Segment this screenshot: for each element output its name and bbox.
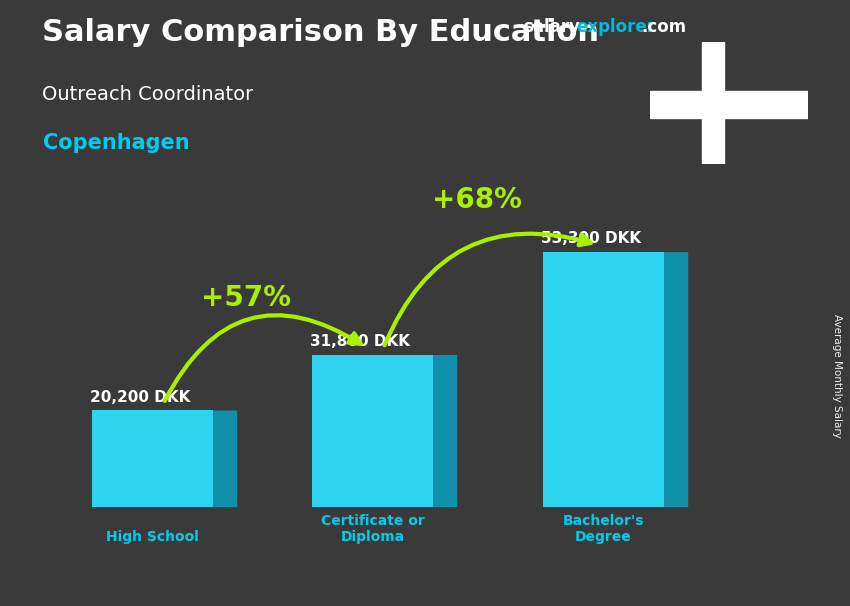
FancyBboxPatch shape <box>312 355 433 507</box>
Text: .com: .com <box>641 18 686 36</box>
Text: Salary Comparison By Education: Salary Comparison By Education <box>42 18 599 47</box>
Text: Bachelor's
Degree: Bachelor's Degree <box>563 514 644 544</box>
Text: +57%: +57% <box>201 284 291 311</box>
Text: Certificate or
Diploma: Certificate or Diploma <box>320 514 424 544</box>
Text: +68%: +68% <box>432 185 522 213</box>
Text: 20,200 DKK: 20,200 DKK <box>90 390 190 405</box>
Text: Copenhagen: Copenhagen <box>42 133 189 153</box>
Polygon shape <box>664 252 688 507</box>
Text: explorer: explorer <box>576 18 655 36</box>
Text: Average Monthly Salary: Average Monthly Salary <box>832 314 842 438</box>
Text: 53,300 DKK: 53,300 DKK <box>541 231 642 247</box>
Text: 31,800 DKK: 31,800 DKK <box>310 335 411 349</box>
FancyBboxPatch shape <box>543 252 664 507</box>
Text: Outreach Coordinator: Outreach Coordinator <box>42 85 254 104</box>
FancyBboxPatch shape <box>92 410 213 507</box>
Text: salary: salary <box>523 18 580 36</box>
Polygon shape <box>433 355 457 507</box>
Text: High School: High School <box>106 530 199 544</box>
Bar <box>650 91 808 118</box>
Polygon shape <box>213 410 237 507</box>
Bar <box>702 42 724 164</box>
